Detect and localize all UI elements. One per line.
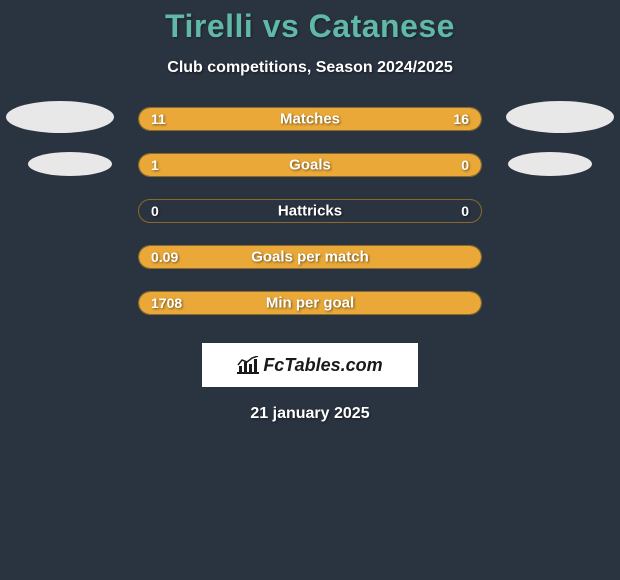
stat-bar: Min per goal 1708: [138, 291, 482, 315]
stat-value-left: 11: [151, 111, 166, 127]
chart-icon: [237, 356, 259, 374]
page-title: Tirelli vs Catanese: [0, 8, 620, 45]
player-marker-right: [508, 152, 592, 176]
stat-value-left: 1: [151, 157, 159, 173]
stat-value-left: 1708: [151, 295, 182, 311]
stats-card: Tirelli vs Catanese Club competitions, S…: [0, 0, 620, 423]
stat-row: Matches 11 16: [0, 107, 620, 131]
stat-value-right: 16: [453, 111, 469, 127]
stats-rows: Matches 11 16 Goals 1 0 Hattricks 0 0 Goals per m…: [0, 107, 620, 315]
logo-box[interactable]: FcTables.com: [202, 343, 418, 387]
stat-row: Goals per match 0.09: [0, 245, 620, 269]
player-marker-left: [6, 101, 114, 133]
stat-bar: Goals per match 0.09: [138, 245, 482, 269]
stat-row: Goals 1 0: [0, 153, 620, 177]
stat-value-right: 0: [461, 203, 469, 219]
player-marker-right: [506, 101, 614, 133]
stat-label: Goals: [289, 157, 331, 174]
stat-value-right: 0: [461, 157, 469, 173]
stat-label: Matches: [280, 111, 340, 128]
stat-bar: Goals 1 0: [138, 153, 482, 177]
bar-fill-left: [139, 154, 402, 176]
date-label: 21 january 2025: [0, 405, 620, 423]
page-subtitle: Club competitions, Season 2024/2025: [0, 59, 620, 77]
stat-row: Hattricks 0 0: [0, 199, 620, 223]
stat-bar: Matches 11 16: [138, 107, 482, 131]
logo-text: FcTables.com: [263, 355, 382, 376]
stat-bar: Hattricks 0 0: [138, 199, 482, 223]
stat-value-left: 0.09: [151, 249, 178, 265]
stat-row: Min per goal 1708: [0, 291, 620, 315]
stat-value-left: 0: [151, 203, 159, 219]
stat-label: Hattricks: [278, 203, 342, 220]
player-marker-left: [28, 152, 112, 176]
stat-label: Min per goal: [266, 295, 354, 312]
stat-label: Goals per match: [251, 249, 369, 266]
